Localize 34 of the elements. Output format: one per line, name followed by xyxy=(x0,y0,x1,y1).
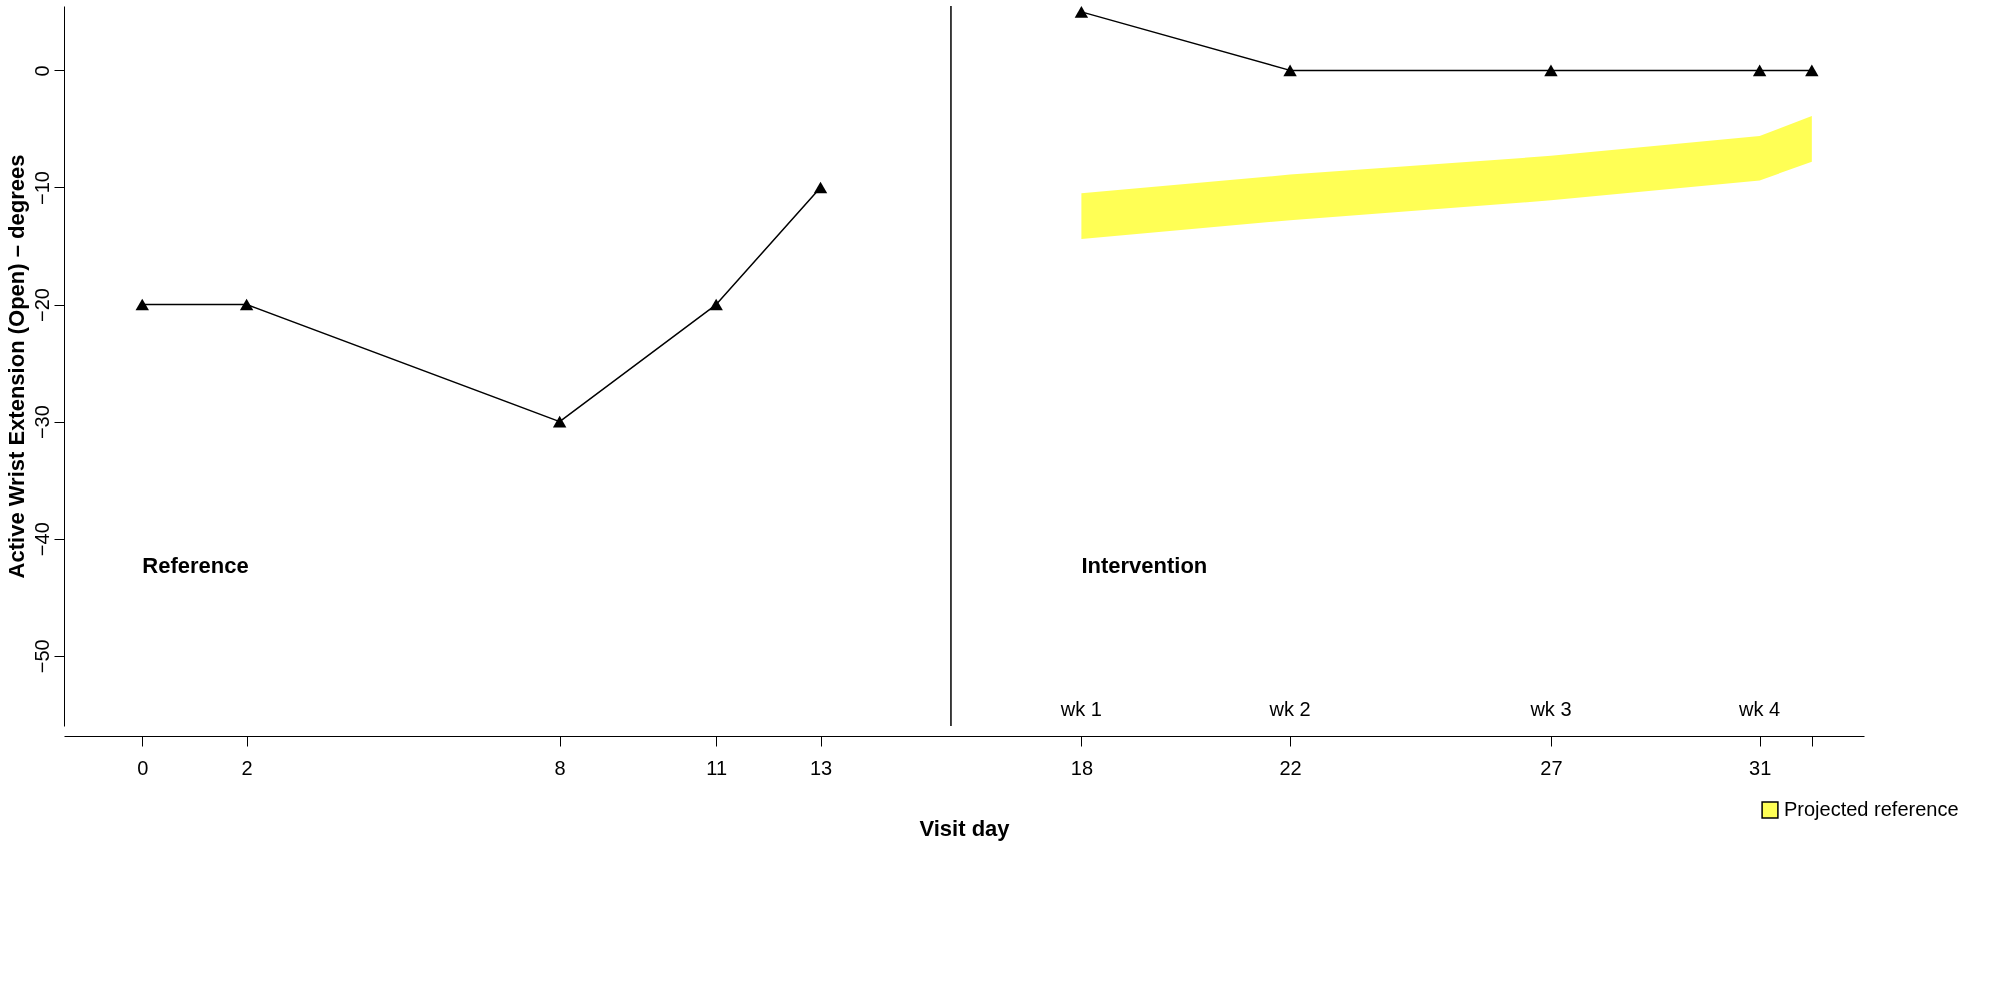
y-tick-label: −30 xyxy=(30,405,53,440)
y-tick-label: 0 xyxy=(30,65,53,77)
point xyxy=(1805,64,1819,77)
annotation: wk 2 xyxy=(1268,698,1311,720)
x-tick-label: 8 xyxy=(554,756,566,779)
annotation: Reference xyxy=(142,553,249,578)
y-tick-label: −40 xyxy=(30,522,53,557)
point xyxy=(239,298,254,311)
x-axis-title: Visit day xyxy=(919,815,1011,841)
point xyxy=(709,298,723,311)
x-tick-label: 11 xyxy=(706,756,728,779)
x-tick-label: 18 xyxy=(1070,756,1094,779)
x-tick-label: 0 xyxy=(137,756,149,779)
point xyxy=(1283,64,1297,77)
x-tick-label: 13 xyxy=(809,756,833,779)
annotation: wk 3 xyxy=(1529,698,1572,720)
annotation: wk 1 xyxy=(1059,698,1102,720)
annotation: Intervention xyxy=(1081,553,1208,578)
legend-label: Projected reference xyxy=(1784,798,1959,820)
x-tick-label: 27 xyxy=(1540,756,1563,779)
point xyxy=(1752,64,1767,77)
annotation: wk 4 xyxy=(1738,698,1781,720)
point xyxy=(1074,6,1089,18)
x-tick-label: 31 xyxy=(1749,756,1772,779)
y-axis-title: Active Wrist Extension (Open) – degrees xyxy=(3,154,29,579)
point xyxy=(813,181,828,194)
point xyxy=(135,298,149,311)
point xyxy=(552,415,567,428)
x-tick-label: 2 xyxy=(241,756,253,779)
y-tick-label: −20 xyxy=(30,288,53,323)
y-tick-label: −50 xyxy=(30,639,53,674)
y-tick-label: −10 xyxy=(30,170,53,205)
x-tick-label: 22 xyxy=(1279,756,1302,779)
point xyxy=(1544,64,1558,77)
